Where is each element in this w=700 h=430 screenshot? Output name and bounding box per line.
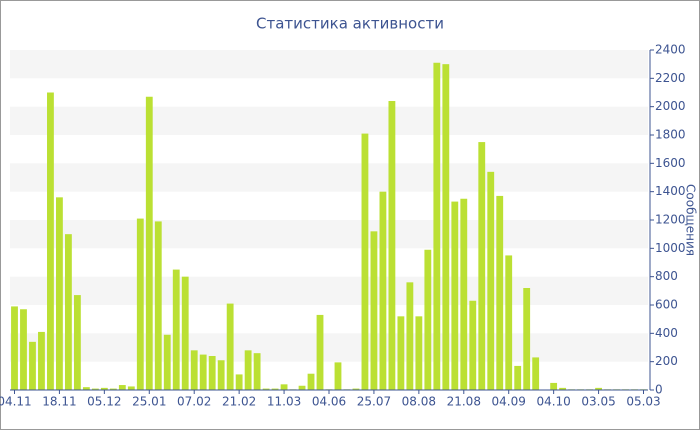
bar [532,357,540,390]
bar [253,353,261,390]
bar [172,269,180,390]
bar [64,234,72,390]
bar [352,388,360,390]
grid-band [10,220,648,249]
bar [496,195,504,390]
y-tick-label: 400 [655,326,678,340]
bar [154,221,162,390]
bar [442,64,450,391]
bar [127,386,135,390]
bar [11,306,18,390]
bar [460,198,468,390]
bar [469,300,477,390]
bar [280,384,288,390]
y-tick-label: 0 [655,383,663,397]
bar [361,133,369,391]
bar [208,356,216,390]
bar [20,309,27,390]
bar [550,382,558,390]
bar [316,314,324,390]
bar [406,282,414,390]
bar [595,387,602,390]
x-tick-label: 05.03 [626,395,660,409]
bar [181,276,189,390]
bar [47,92,54,390]
bar [514,365,522,390]
y-tick-label: 800 [655,269,678,283]
bar [226,303,234,390]
bar [307,373,315,390]
bar [244,350,252,390]
bar [262,388,270,390]
bar [433,62,441,390]
y-tick-label: 2400 [655,43,686,57]
x-tick-label: 04.09 [492,395,526,409]
grid-band [10,50,648,79]
bar [334,362,342,390]
y-axis-label: Сообщения [684,184,698,256]
chart-title: Статистика активности [256,15,444,33]
x-tick-label: 04.10 [536,395,570,409]
bar [190,350,198,390]
x-tick-label: 11.03 [267,395,301,409]
bar [56,197,63,390]
bar [487,171,495,390]
y-tick-label: 2000 [655,99,686,113]
bar [379,191,387,390]
bar [415,316,423,390]
y-tick-label: 600 [655,298,678,312]
bar [370,231,378,390]
grid-band [10,276,648,305]
x-tick-label: 21.08 [447,395,481,409]
y-tick-label: 1000 [655,241,686,255]
grid-band [10,106,648,135]
y-tick-label: 1800 [655,128,686,142]
bar [397,316,405,390]
bar [523,288,531,390]
x-tick-label: 08.08 [402,395,436,409]
bar [109,388,117,390]
grid-band [10,333,648,362]
bar [298,385,306,390]
x-tick-label: 25.07 [357,395,391,409]
bar [451,201,459,390]
bar [82,387,90,390]
bar [235,374,243,390]
x-tick-label: 07.02 [177,395,211,409]
bar [559,387,567,390]
bar [505,255,513,390]
bar [199,354,207,390]
bar [145,96,153,390]
x-tick-label: 04.06 [312,395,346,409]
bar [478,142,486,390]
x-tick-label: 04.11 [0,395,32,409]
x-tick-label: 05.12 [87,395,121,409]
bar [100,387,108,390]
bar [38,331,45,390]
bar [271,388,279,390]
bar [217,360,225,390]
x-tick-label: 18.11 [42,395,76,409]
bar [91,388,99,390]
y-tick-label: 200 [655,354,678,368]
bar [136,218,144,390]
bar [388,101,396,390]
y-tick-label: 1600 [655,156,686,170]
y-tick-label: 2200 [655,71,686,85]
y-tick-label: 1400 [655,184,686,198]
y-tick-label: 1200 [655,213,686,227]
bar [29,341,36,390]
bar [73,295,81,390]
x-tick-label: 21.02 [222,395,256,409]
bar [118,385,126,390]
bar [424,249,432,390]
grid-band [10,163,648,192]
x-tick-label: 25.01 [132,395,166,409]
x-tick-label: 03.05 [581,395,615,409]
bar [163,334,171,390]
